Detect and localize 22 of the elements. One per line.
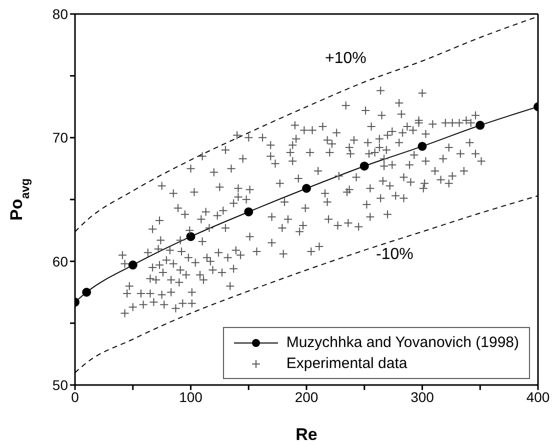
point	[418, 142, 427, 151]
point	[128, 260, 138, 270]
y-tick-label: 60	[52, 253, 68, 270]
point	[244, 207, 254, 216]
annotation: -10%	[376, 246, 414, 264]
x-tick-label: 300	[410, 388, 434, 405]
x-tick-label: 400	[526, 388, 550, 405]
point	[476, 120, 485, 130]
legend-label: Muzychhka and Yovanovich (1998)	[286, 334, 519, 351]
annotation: +10%	[325, 50, 366, 68]
y-tick-label: 80	[52, 6, 68, 22]
x-tick-label: 200	[294, 388, 318, 405]
point	[360, 162, 369, 171]
legend-label: Experimental data	[286, 355, 408, 372]
point	[186, 232, 196, 242]
x-axis-title: Re	[296, 425, 318, 444]
point	[82, 288, 92, 297]
x-tick-label: 0	[71, 388, 80, 405]
x-tick-label: 100	[179, 388, 203, 405]
y-tick-label: 70	[52, 130, 68, 146]
point	[302, 184, 311, 193]
y-tick-label: 50	[52, 376, 68, 393]
